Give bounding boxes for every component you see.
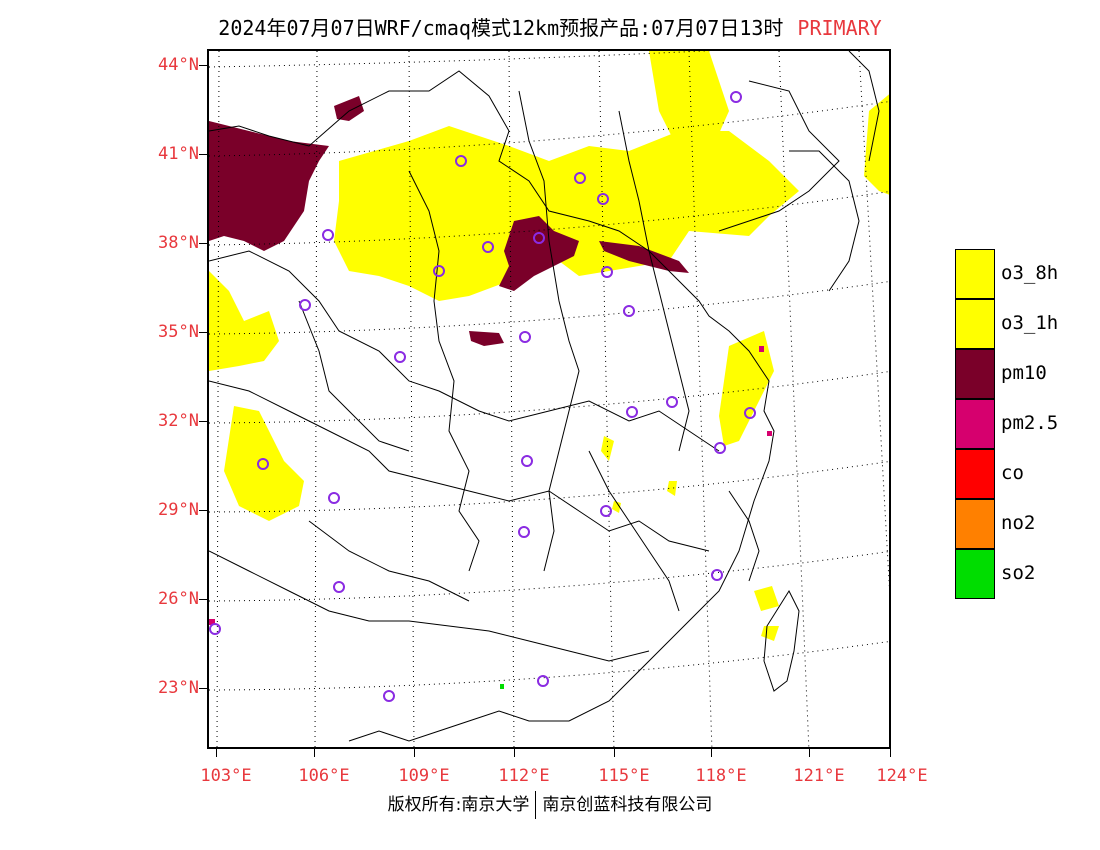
legend-item-no2: no2 bbox=[955, 499, 1095, 549]
lat-tick bbox=[199, 154, 207, 155]
latlon-grid bbox=[209, 51, 889, 747]
lon-label-124: 124°E bbox=[876, 766, 928, 786]
lat-label-35: 35°N bbox=[158, 322, 199, 342]
lat-tick bbox=[199, 65, 207, 66]
lat-label-23: 23°N bbox=[158, 678, 199, 698]
lat-tick bbox=[199, 510, 207, 511]
lon-label-115: 115°E bbox=[598, 766, 650, 786]
map-canvas bbox=[209, 51, 889, 747]
legend-label: so2 bbox=[1001, 562, 1036, 584]
lon-tick bbox=[216, 749, 217, 757]
lon-label-109: 109°E bbox=[398, 766, 450, 786]
lon-tick bbox=[314, 749, 315, 757]
lon-label-118: 118°E bbox=[695, 766, 747, 786]
lon-tick bbox=[809, 749, 810, 757]
legend-item-pm25: pm2.5 bbox=[955, 399, 1095, 449]
lon-label-112: 112°E bbox=[498, 766, 550, 786]
lat-tick bbox=[199, 421, 207, 422]
legend-item-o3-1h: o3_1h bbox=[955, 299, 1095, 349]
lat-label-41: 41°N bbox=[158, 144, 199, 164]
legend-label: no2 bbox=[1001, 512, 1036, 534]
legend-swatch bbox=[955, 349, 995, 399]
legend-swatch bbox=[955, 399, 995, 449]
lat-tick bbox=[199, 599, 207, 600]
legend-label: o3_1h bbox=[1001, 312, 1059, 334]
station-markers bbox=[209, 91, 756, 702]
lon-label-106: 106°E bbox=[298, 766, 350, 786]
legend-label: co bbox=[1001, 462, 1024, 484]
legend-swatch bbox=[955, 499, 995, 549]
boundaries bbox=[209, 51, 880, 742]
legend-swatch bbox=[955, 549, 995, 599]
legend-label: o3_8h bbox=[1001, 262, 1059, 284]
lat-tick bbox=[199, 332, 207, 333]
legend-swatch bbox=[955, 449, 995, 499]
legend-label: pm10 bbox=[1001, 362, 1047, 384]
footer-separator bbox=[535, 791, 537, 819]
lon-tick bbox=[514, 749, 515, 757]
lat-label-29: 29°N bbox=[158, 500, 199, 520]
lon-tick bbox=[414, 749, 415, 757]
copyright-footer: 版权所有:南京大学 南京创蓝科技有限公司 bbox=[0, 790, 1100, 819]
lat-label-32: 32°N bbox=[158, 411, 199, 431]
lon-label-103: 103°E bbox=[200, 766, 252, 786]
copyright-left: 版权所有:南京大学 bbox=[387, 795, 530, 815]
legend-label: pm2.5 bbox=[1001, 412, 1059, 434]
lat-tick bbox=[199, 688, 207, 689]
title-text: 2024年07月07日WRF/cmaq模式12km预报产品:07月07日13时 bbox=[218, 16, 784, 40]
o3-regions bbox=[209, 51, 889, 641]
legend-item-co: co bbox=[955, 449, 1095, 499]
legend-swatch bbox=[955, 299, 995, 349]
so2-spot bbox=[500, 684, 504, 689]
lat-label-44: 44°N bbox=[158, 55, 199, 75]
pm25-spots bbox=[209, 346, 772, 625]
lat-tick bbox=[199, 243, 207, 244]
lon-label-121: 121°E bbox=[793, 766, 845, 786]
legend-item-so2: so2 bbox=[955, 549, 1095, 599]
lat-label-38: 38°N bbox=[158, 233, 199, 253]
map-title: 2024年07月07日WRF/cmaq模式12km预报产品:07月07日13时 P… bbox=[0, 12, 1100, 41]
lat-label-26: 26°N bbox=[158, 589, 199, 609]
forecast-map bbox=[207, 49, 891, 749]
lon-tick bbox=[711, 749, 712, 757]
lon-tick bbox=[890, 749, 891, 757]
legend-item-o3-8h: o3_8h bbox=[955, 249, 1095, 299]
primary-label: PRIMARY bbox=[797, 16, 882, 40]
lon-tick bbox=[614, 749, 615, 757]
copyright-right: 南京创蓝科技有限公司 bbox=[542, 795, 713, 815]
legend-swatch bbox=[955, 249, 995, 299]
legend-item-pm10: pm10 bbox=[955, 349, 1095, 399]
